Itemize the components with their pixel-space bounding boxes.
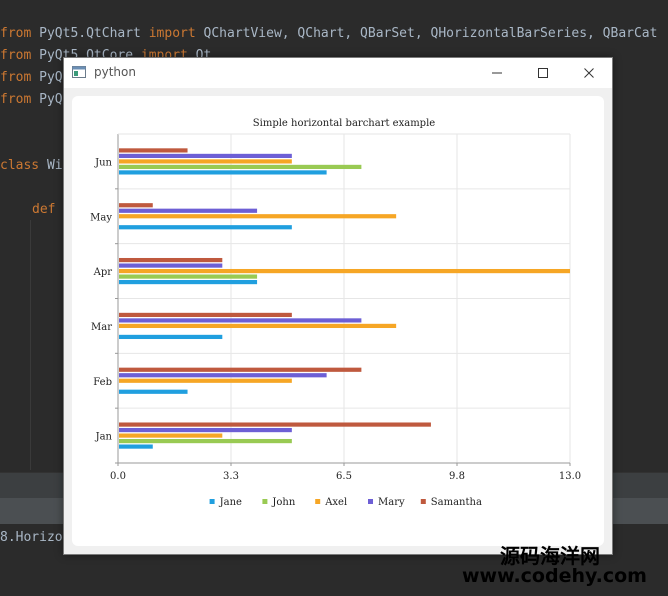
minimize-icon	[492, 72, 502, 74]
bar-samantha-may	[119, 203, 153, 208]
window-app-icon	[72, 66, 86, 78]
bar-mary-mar	[119, 318, 362, 323]
bar-jane-apr	[119, 279, 258, 285]
bar-samantha-mar	[119, 312, 292, 318]
minimize-button[interactable]	[474, 58, 520, 88]
category-label: May	[90, 212, 112, 223]
indent-guide	[30, 220, 31, 470]
code-line-def: def	[32, 202, 56, 217]
legend-label-samantha: Samantha	[431, 497, 482, 508]
category-label: Mar	[91, 322, 112, 333]
legend-marker-mary	[368, 499, 373, 504]
bar-jane-may	[119, 225, 292, 230]
chart-view: Simple horizontal barchart example Jan Feb…	[72, 96, 604, 546]
code-line-1: from PyQt5.QtChart import QChartView, QC…	[0, 26, 658, 41]
bar-jane-feb	[119, 389, 188, 394]
legend-marker-samantha	[420, 499, 426, 504]
code-line-3: from PyQ	[0, 70, 63, 85]
python-window: python Simple horizontal barchart exampl…	[63, 57, 613, 555]
bar-mary-may	[119, 208, 258, 213]
bar-jane-mar	[119, 334, 223, 340]
bar-mary-apr	[119, 263, 223, 268]
watermark-cn: 源码海洋网	[500, 544, 600, 568]
close-icon	[584, 68, 594, 78]
bar-samantha-apr	[119, 257, 223, 263]
category-label: Jan	[95, 432, 113, 443]
bar-mary-feb	[119, 373, 327, 378]
bar-axel-feb	[119, 378, 292, 383]
bar-samantha-jan	[119, 422, 431, 427]
bar-mary-jun	[119, 153, 292, 159]
watermark-url: www.codehy.com	[462, 565, 647, 587]
horizontal-bar-chart: Simple horizontal barchart example Jan Feb…	[90, 118, 581, 508]
category-label: Apr	[93, 267, 113, 278]
run-output-text: 8.Horizo	[0, 530, 63, 545]
x-tick-label: 9.8	[449, 471, 465, 482]
legend-label-jane: Jane	[219, 497, 242, 508]
x-tick-label: 6.5	[336, 471, 352, 482]
bar-samantha-feb	[119, 367, 362, 372]
bar-axel-apr	[119, 268, 570, 274]
bar-jane-jan	[119, 444, 153, 449]
window-titlebar[interactable]: python	[64, 58, 612, 88]
maximize-icon	[538, 68, 548, 78]
bar-jane-jun	[119, 170, 327, 175]
bar-samantha-jun	[119, 148, 188, 153]
bar-axel-may	[119, 214, 397, 219]
x-tick-label: 0.0	[110, 471, 126, 482]
bar-john-jan	[119, 438, 292, 444]
bar-mary-jan	[119, 427, 292, 433]
code-line-class: class Wi	[0, 158, 63, 173]
bar-axel-jun	[119, 159, 292, 164]
legend-label-mary: Mary	[378, 497, 405, 508]
x-tick-label: 3.3	[223, 471, 239, 482]
category-label: Jun	[94, 157, 112, 168]
window-title: python	[94, 65, 136, 79]
close-button[interactable]	[566, 58, 612, 88]
bar-john-jun	[119, 164, 362, 170]
legend-marker-jane	[209, 499, 215, 504]
bar-axel-mar	[119, 323, 397, 329]
category-label: Feb	[93, 377, 112, 388]
bar-john-apr	[119, 274, 258, 279]
code-line-4: from PyQ	[0, 92, 63, 107]
x-tick-label: 13.0	[559, 471, 581, 482]
bar-axel-jan	[119, 433, 223, 438]
legend-marker-john	[262, 499, 268, 504]
legend-marker-axel	[315, 499, 321, 504]
maximize-button[interactable]	[520, 58, 566, 88]
legend-label-john: John	[271, 497, 295, 508]
chart-title: Simple horizontal barchart example	[253, 118, 435, 129]
legend-label-axel: Axel	[324, 497, 347, 508]
